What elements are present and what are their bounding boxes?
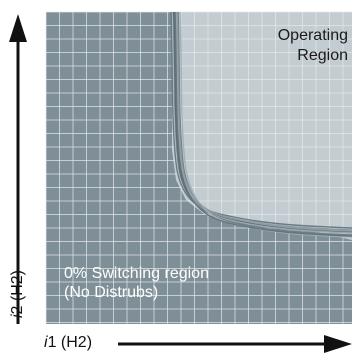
x-axis-variable: i [44,334,48,351]
boundary-curve [174,11,352,237]
y-axis-subscript: 2 (H2) [9,269,26,315]
boundary-curve [176,11,352,232]
y-axis-arrowhead [9,14,27,42]
operating-region-label-line2: Region [297,47,348,64]
operating-region-label-line1: Operating [277,27,348,44]
grid-lines [45,11,352,324]
y-axis-label: i2 (H2) [9,270,27,318]
y-axis-variable: i [9,314,26,319]
x-axis-subscript: 1 (H2) [47,334,93,351]
operating-region-label: Operating Region [278,26,348,66]
boundary-curves [170,11,352,238]
switching-region-label-line1: 0% Switching region [64,265,209,282]
x-axis-arrowhead [324,335,352,353]
switching-region-label-line2: (No Distrubs) [64,284,159,301]
boundary-curve [170,11,352,229]
boundary-curve [179,11,352,238]
x-axis-label: i1 (H2) [44,334,92,352]
switching-region-label: 0% Switching region (No Distrubs) [64,264,209,302]
boundary-curve [175,11,352,234]
